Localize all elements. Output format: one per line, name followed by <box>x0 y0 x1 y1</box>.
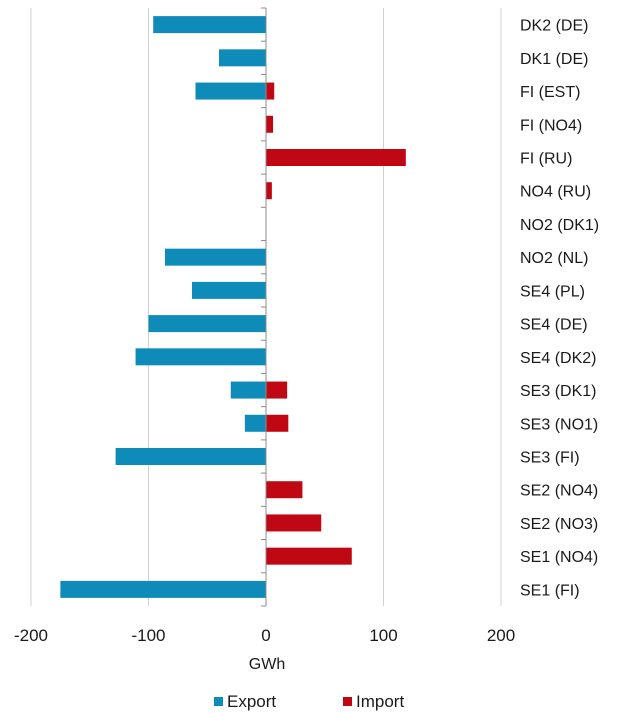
category-label: FI (EST) <box>520 84 580 101</box>
bar-export <box>195 82 266 100</box>
category-label: FI (NO4) <box>520 117 582 134</box>
bar-import <box>266 547 352 565</box>
bar-import <box>266 149 406 166</box>
category-label: NO2 (NL) <box>520 250 588 267</box>
x-tick-label: 0 <box>261 626 270 645</box>
category-label: DK1 (DE) <box>520 51 588 68</box>
legend: Export Import <box>214 692 404 711</box>
legend-label-import: Import <box>356 692 404 711</box>
bars <box>60 16 406 598</box>
category-label: FI (RU) <box>520 151 572 168</box>
legend-swatch-import <box>343 697 352 706</box>
grid-lines <box>30 8 502 606</box>
category-label: NO4 (RU) <box>520 184 591 201</box>
category-label: DK2 (DE) <box>520 18 588 35</box>
bar-export <box>153 16 266 34</box>
category-label: SE4 (DK2) <box>520 350 596 367</box>
category-label: SE4 (PL) <box>520 283 585 300</box>
bar-import <box>266 381 288 399</box>
bar-import <box>266 115 274 133</box>
category-label: SE1 (FI) <box>520 582 580 599</box>
x-tick-label: 100 <box>369 626 397 645</box>
x-tick-label: 200 <box>487 626 515 645</box>
legend-label-export: Export <box>227 692 276 711</box>
bar-import <box>266 182 272 200</box>
x-tick-labels: -200 -100 0 100 200 <box>14 626 515 645</box>
category-label: NO2 (DK1) <box>520 217 599 234</box>
bar-import <box>266 82 275 100</box>
y-axis <box>261 7 267 607</box>
category-label: SE3 (DK1) <box>520 383 596 400</box>
category-label: SE3 (FI) <box>520 450 580 467</box>
bar-export <box>230 381 266 399</box>
category-labels: DK2 (DE) DK1 (DE) FI (EST) FI (NO4) FI (RU) N… <box>520 18 599 600</box>
x-axis-title: GWh <box>249 656 285 673</box>
bar-export <box>219 49 266 67</box>
category-label: SE2 (NO3) <box>520 516 598 533</box>
category-label: SE1 (NO4) <box>520 549 598 566</box>
bar-export <box>135 348 266 366</box>
bar-export <box>115 448 266 465</box>
x-tick-label: -200 <box>14 626 48 645</box>
bar-export <box>244 414 266 432</box>
category-label: SE3 (NO1) <box>520 416 598 433</box>
category-label: SE4 (DE) <box>520 317 588 334</box>
legend-swatch-export <box>214 697 223 706</box>
x-tick-label: -100 <box>131 626 165 645</box>
bar-export <box>148 315 266 333</box>
bar-import <box>266 414 289 432</box>
bar-export <box>60 580 266 598</box>
bar-export <box>164 248 266 266</box>
bar-import <box>266 481 303 499</box>
bar-import <box>266 514 322 532</box>
bar-export <box>191 281 266 299</box>
category-label: SE2 (NO4) <box>520 483 598 500</box>
